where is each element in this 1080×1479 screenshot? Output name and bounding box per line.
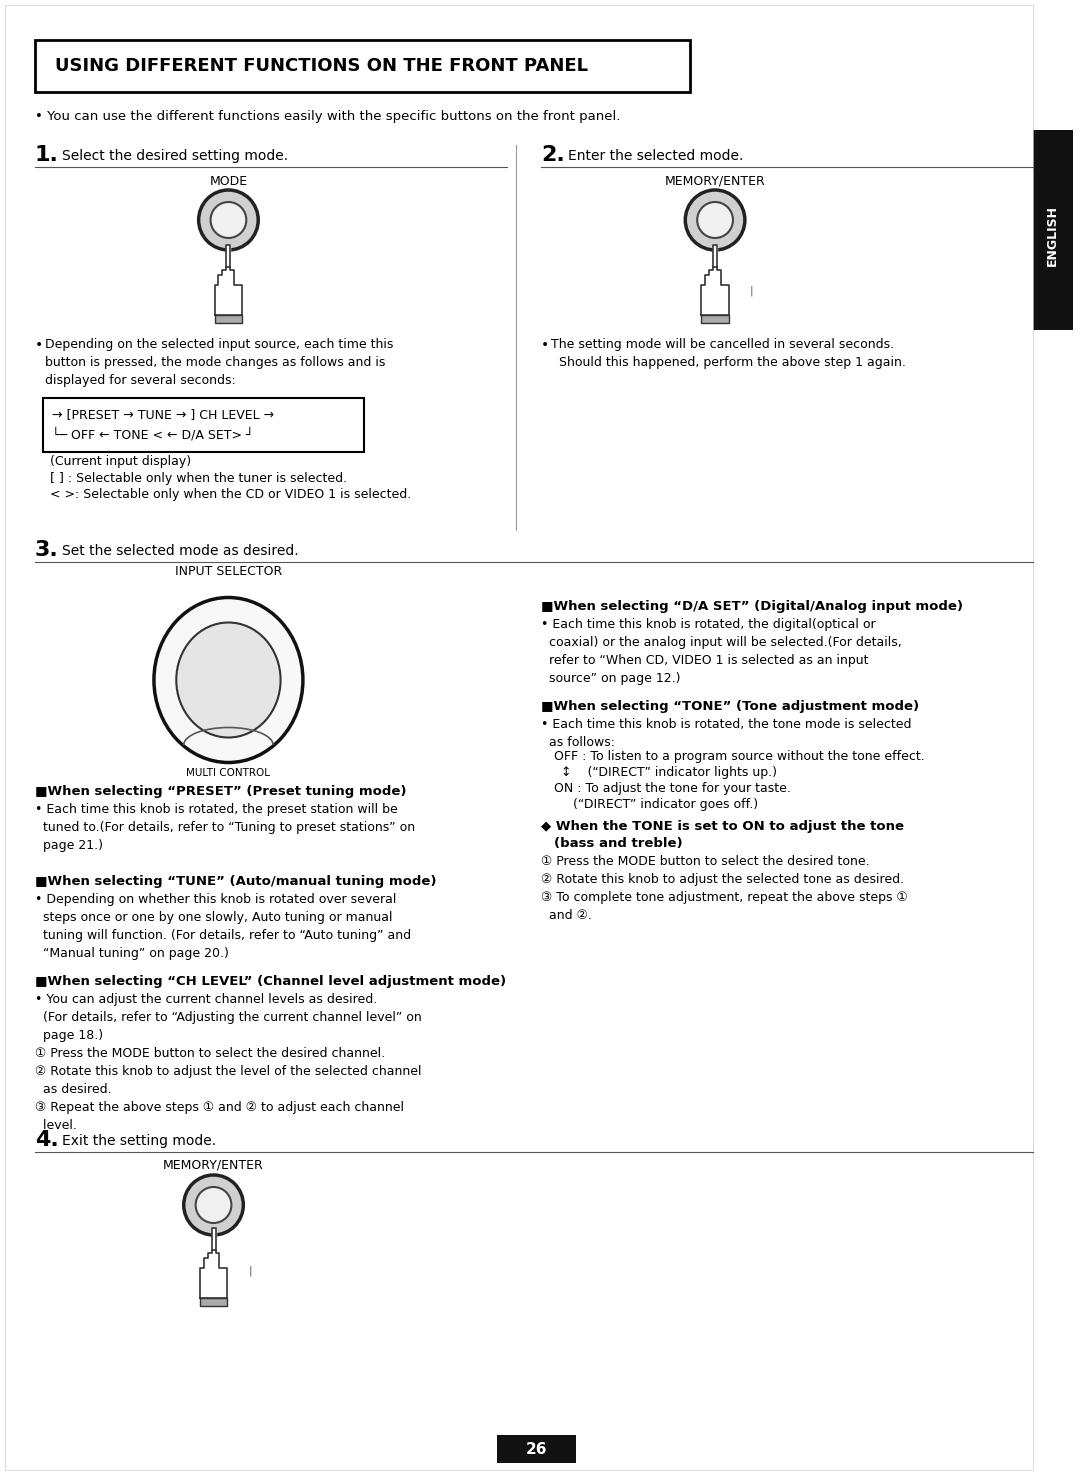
Bar — [701, 315, 729, 322]
Ellipse shape — [154, 598, 302, 763]
Text: ■When selecting “D/A SET” (Digital/Analog input mode): ■When selecting “D/A SET” (Digital/Analo… — [541, 600, 963, 612]
Text: ◆ When the TONE is set to ON to adjust the tone: ◆ When the TONE is set to ON to adjust t… — [541, 819, 904, 833]
Text: → [PRESET → TUNE → ] CH LEVEL →: → [PRESET → TUNE → ] CH LEVEL → — [52, 408, 273, 422]
Ellipse shape — [176, 623, 281, 738]
FancyBboxPatch shape — [35, 40, 690, 92]
Text: ■When selecting “TUNE” (Auto/manual tuning mode): ■When selecting “TUNE” (Auto/manual tuni… — [35, 876, 436, 887]
Polygon shape — [212, 1228, 216, 1250]
Polygon shape — [215, 268, 242, 315]
Circle shape — [211, 203, 246, 238]
Bar — [215, 315, 242, 322]
Text: < >: Selectable only when the CD or VIDEO 1 is selected.: < >: Selectable only when the CD or VIDE… — [50, 488, 410, 501]
Text: |: | — [750, 285, 754, 296]
Text: •: • — [541, 339, 550, 352]
Circle shape — [184, 1174, 243, 1235]
Text: └─ OFF ← TONE < ← D/A SET> ┘: └─ OFF ← TONE < ← D/A SET> ┘ — [52, 427, 253, 442]
Text: ■When selecting “PRESET” (Preset tuning mode): ■When selecting “PRESET” (Preset tuning … — [35, 785, 406, 799]
Text: (“DIRECT” indicator goes off.): (“DIRECT” indicator goes off.) — [573, 799, 758, 810]
Text: MEMORY/ENTER: MEMORY/ENTER — [163, 1158, 264, 1171]
Text: ■When selecting “TONE” (Tone adjustment mode): ■When selecting “TONE” (Tone adjustment … — [541, 700, 919, 713]
Text: Exit the setting mode.: Exit the setting mode. — [62, 1134, 216, 1148]
Text: Depending on the selected input source, each time this
button is pressed, the mo: Depending on the selected input source, … — [44, 339, 393, 387]
Text: 2.: 2. — [541, 145, 565, 166]
Text: (Current input display): (Current input display) — [50, 456, 191, 467]
Text: 3.: 3. — [35, 540, 58, 561]
Text: ENGLISH: ENGLISH — [1047, 204, 1059, 266]
Text: ■When selecting “CH LEVEL” (Channel level adjustment mode): ■When selecting “CH LEVEL” (Channel leve… — [35, 975, 505, 988]
Text: MODE: MODE — [210, 175, 247, 188]
Text: ↕    (“DIRECT” indicator lights up.): ↕ (“DIRECT” indicator lights up.) — [562, 766, 778, 779]
Text: The setting mode will be cancelled in several seconds.
  Should this happened, p: The setting mode will be cancelled in se… — [551, 339, 906, 368]
Text: •: • — [35, 339, 43, 352]
Text: MULTI CONTROL: MULTI CONTROL — [187, 768, 270, 778]
FancyBboxPatch shape — [43, 398, 364, 453]
Text: • Depending on whether this knob is rotated over several
  steps once or one by : • Depending on whether this knob is rota… — [35, 893, 410, 960]
Polygon shape — [227, 246, 230, 268]
Text: ① Press the MODE button to select the desired tone.
② Rotate this knob to adjust: ① Press the MODE button to select the de… — [541, 855, 908, 921]
Text: Select the desired setting mode.: Select the desired setting mode. — [62, 149, 287, 163]
Text: • Each time this knob is rotated, the tone mode is selected
  as follows:: • Each time this knob is rotated, the to… — [541, 717, 912, 748]
Text: 1.: 1. — [35, 145, 58, 166]
Text: • Each time this knob is rotated, the digital(optical or
  coaxial) or the analo: • Each time this knob is rotated, the di… — [541, 618, 902, 685]
Circle shape — [199, 189, 258, 250]
Polygon shape — [200, 1250, 228, 1299]
Text: INPUT SELECTOR: INPUT SELECTOR — [175, 565, 282, 578]
Text: (bass and treble): (bass and treble) — [554, 837, 683, 850]
Text: 4.: 4. — [35, 1130, 58, 1151]
FancyBboxPatch shape — [1032, 130, 1072, 330]
Text: 26: 26 — [526, 1442, 548, 1457]
Circle shape — [698, 203, 733, 238]
Text: USING DIFFERENT FUNCTIONS ON THE FRONT PANEL: USING DIFFERENT FUNCTIONS ON THE FRONT P… — [55, 58, 588, 75]
Bar — [200, 1299, 228, 1306]
Text: • Each time this knob is rotated, the preset station will be
  tuned to.(For det: • Each time this knob is rotated, the pr… — [35, 803, 415, 852]
Text: [ ] : Selectable only when the tuner is selected.: [ ] : Selectable only when the tuner is … — [50, 472, 347, 485]
Circle shape — [195, 1188, 231, 1223]
FancyBboxPatch shape — [497, 1435, 576, 1463]
Text: Enter the selected mode.: Enter the selected mode. — [568, 149, 743, 163]
Polygon shape — [701, 268, 729, 315]
Text: |: | — [248, 1265, 252, 1275]
Text: OFF : To listen to a program source without the tone effect.: OFF : To listen to a program source with… — [554, 750, 924, 763]
Text: MEMORY/ENTER: MEMORY/ENTER — [664, 175, 766, 188]
Polygon shape — [713, 246, 717, 268]
Circle shape — [686, 189, 745, 250]
Text: • You can adjust the current channel levels as desired.
  (For details, refer to: • You can adjust the current channel lev… — [35, 992, 421, 1131]
Text: Set the selected mode as desired.: Set the selected mode as desired. — [62, 544, 298, 558]
Text: ON : To adjust the tone for your taste.: ON : To adjust the tone for your taste. — [554, 782, 791, 796]
Text: • You can use the different functions easily with the specific buttons on the fr: • You can use the different functions ea… — [35, 109, 620, 123]
